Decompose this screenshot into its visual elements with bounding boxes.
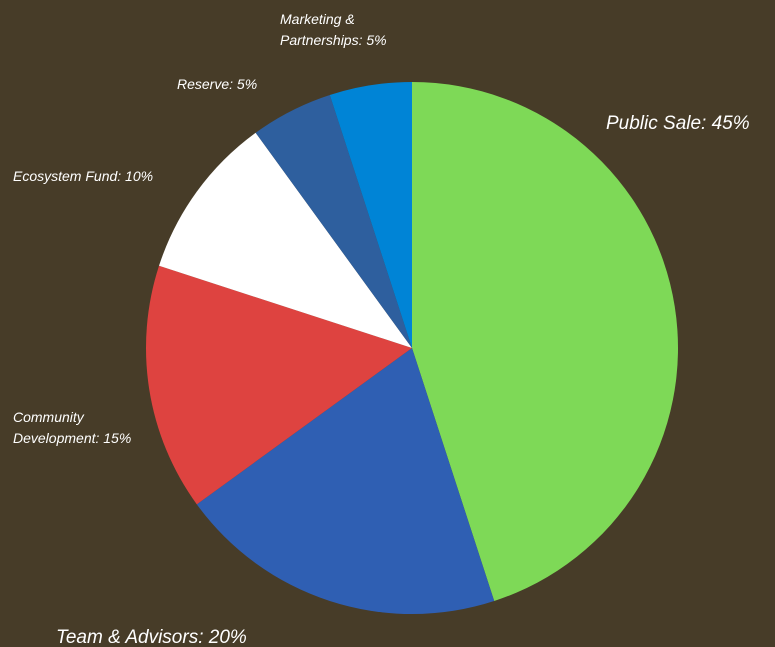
pie-labels: Public Sale: 45% Team & Advisors: 20% Co…: [13, 11, 750, 647]
pie-slice-public-sale: [412, 82, 678, 601]
pie-slice-community-development: [146, 265, 413, 505]
slice-label-reserve: Reserve: 5%: [177, 76, 257, 92]
slice-label-public-sale: Public Sale: 45%: [606, 113, 750, 134]
slice-label-community-development: Community Development: 15%: [13, 409, 131, 446]
community-line-2: Development: 15%: [13, 430, 131, 446]
pie-slice-reserve: [255, 95, 412, 348]
pie-slice-marketing-partnerships: [329, 82, 412, 348]
pie-slice-ecosystem-fund: [159, 132, 412, 348]
marketing-line-1: Marketing &: [280, 11, 355, 27]
slice-label-ecosystem-fund: Ecosystem Fund: 10%: [13, 168, 153, 184]
slice-label-marketing-partnerships: Marketing & Partnerships: 5%: [280, 11, 387, 48]
pie-slices: [146, 82, 678, 614]
slice-label-team-advisors: Team & Advisors: 20%: [56, 627, 247, 647]
community-line-1: Community: [13, 409, 85, 425]
marketing-line-2: Partnerships: 5%: [280, 32, 387, 48]
pie-slice-team-advisors: [196, 348, 495, 614]
